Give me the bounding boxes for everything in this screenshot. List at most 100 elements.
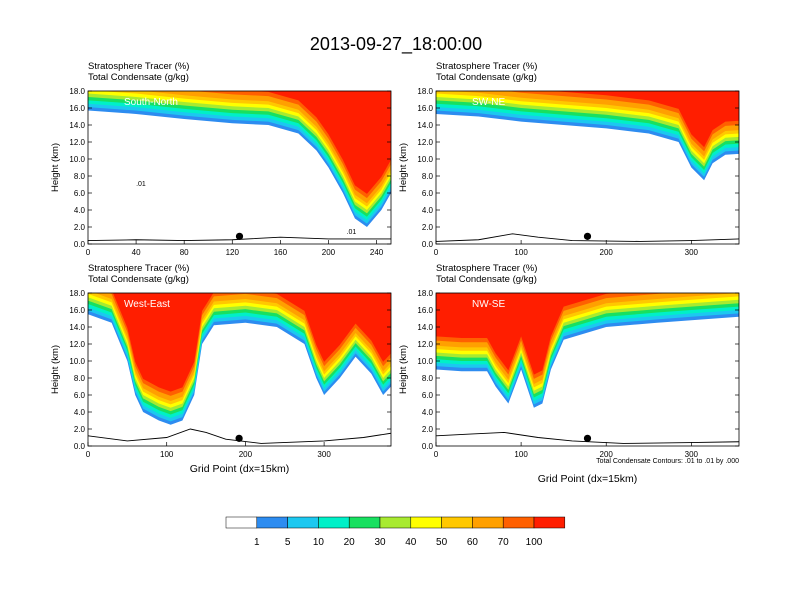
figure-title: 2013-09-27_18:00:00 bbox=[310, 34, 482, 55]
x-tick-label: 300 bbox=[685, 248, 699, 257]
colorbar-label: 30 bbox=[374, 537, 386, 548]
colorbar-label: 5 bbox=[285, 537, 291, 548]
y-tick-label: 4.0 bbox=[422, 408, 434, 417]
location-marker bbox=[235, 232, 244, 240]
y-tick-label: 10.0 bbox=[69, 357, 85, 366]
terrain-line bbox=[88, 428, 391, 444]
y-tick-label: 8.0 bbox=[74, 374, 86, 383]
panel-title-tracer: Stratosphere Tracer (%) bbox=[88, 263, 189, 274]
contour-footnote: Total Condensate Contours: .01 to .01 by… bbox=[596, 458, 739, 465]
panel-title-condensate: Total Condensate (g/kg) bbox=[436, 274, 537, 285]
colorbar-swatch bbox=[441, 516, 473, 529]
y-tick-label: 12.0 bbox=[417, 340, 433, 349]
y-axis-label: Height (km) bbox=[398, 143, 409, 192]
y-tick-label: 14.0 bbox=[69, 121, 85, 130]
x-tick-label: 160 bbox=[274, 248, 288, 257]
colorbar-label: 50 bbox=[436, 537, 448, 548]
x-tick-label: 200 bbox=[239, 450, 253, 459]
y-tick-label: 18.0 bbox=[417, 87, 433, 96]
panel-title-tracer: Stratosphere Tracer (%) bbox=[88, 61, 189, 72]
location-marker bbox=[583, 434, 592, 442]
x-tick-label: 0 bbox=[434, 450, 439, 459]
panel-nw-se: Stratosphere Tracer (%)Total Condensate … bbox=[398, 263, 740, 485]
panel-label: South-North bbox=[124, 97, 178, 108]
tracer-band-10 bbox=[88, 91, 391, 199]
tracer-band-100 bbox=[436, 91, 739, 148]
x-axis-label: Grid Point (dx=15km) bbox=[190, 463, 290, 475]
plot-frame bbox=[87, 292, 392, 447]
y-tick-label: 0.0 bbox=[422, 240, 434, 249]
terrain-line bbox=[436, 233, 739, 242]
y-tick-label: 4.0 bbox=[74, 408, 86, 417]
y-tick-label: 10.0 bbox=[417, 155, 433, 164]
location-marker bbox=[235, 434, 243, 442]
colorbar-swatch bbox=[287, 516, 319, 529]
y-tick-label: 2.0 bbox=[422, 223, 434, 232]
x-tick-label: 40 bbox=[132, 248, 141, 257]
colorbar-swatch bbox=[256, 516, 288, 529]
x-tick-label: 200 bbox=[600, 248, 614, 257]
colorbar-label: 60 bbox=[467, 537, 479, 548]
panel-west-east: Stratosphere Tracer (%)Total Condensate … bbox=[50, 263, 392, 475]
y-tick-label: 0.0 bbox=[422, 442, 434, 451]
colorbar-label: 1 bbox=[254, 537, 260, 548]
y-tick-label: 4.0 bbox=[74, 206, 86, 215]
y-tick-label: 18.0 bbox=[69, 289, 85, 298]
colorbar-swatch bbox=[533, 516, 566, 529]
panel-title-tracer: Stratosphere Tracer (%) bbox=[436, 61, 537, 72]
y-tick-label: 4.0 bbox=[422, 206, 434, 215]
y-axis-label: Height (km) bbox=[398, 345, 409, 394]
y-tick-label: 18.0 bbox=[417, 289, 433, 298]
y-tick-label: 14.0 bbox=[69, 323, 85, 332]
tracer-band-100 bbox=[88, 91, 391, 194]
plot-frame bbox=[435, 292, 740, 447]
contour-fill: .01 .01 bbox=[88, 91, 391, 244]
plot-frame bbox=[87, 90, 392, 245]
y-tick-label: 16.0 bbox=[417, 306, 433, 315]
x-tick-label: 0 bbox=[86, 248, 91, 257]
contour-fill bbox=[436, 91, 739, 244]
y-tick-label: 8.0 bbox=[74, 172, 86, 181]
contour-label: .01 bbox=[136, 181, 146, 188]
colorbar-label: 40 bbox=[405, 537, 417, 548]
x-axis-label: Grid Point (dx=15km) bbox=[538, 473, 638, 485]
colorbar-swatch bbox=[502, 516, 535, 529]
x-tick-label: 100 bbox=[160, 450, 174, 459]
colorbar-swatch bbox=[410, 516, 442, 529]
panel-label: West-East bbox=[124, 299, 170, 310]
panel-label: NW-SE bbox=[472, 299, 505, 310]
y-tick-label: 16.0 bbox=[69, 306, 85, 315]
colorbar-label: 100 bbox=[526, 537, 543, 548]
x-tick-label: 200 bbox=[322, 248, 336, 257]
panel-title-condensate: Total Condensate (g/kg) bbox=[88, 72, 189, 83]
panel-title-condensate: Total Condensate (g/kg) bbox=[88, 274, 189, 285]
y-tick-label: 10.0 bbox=[69, 155, 85, 164]
tracer-band-100 bbox=[88, 293, 391, 392]
colorbar-label: 10 bbox=[313, 537, 325, 548]
x-tick-label: 300 bbox=[685, 450, 699, 459]
contour-fill bbox=[436, 293, 739, 446]
y-tick-label: 8.0 bbox=[422, 172, 434, 181]
x-tick-label: 120 bbox=[226, 248, 240, 257]
colorbar-label: 70 bbox=[498, 537, 510, 548]
x-tick-label: 100 bbox=[514, 450, 528, 459]
panel-title-tracer: Stratosphere Tracer (%) bbox=[436, 263, 537, 274]
y-tick-label: 12.0 bbox=[69, 138, 85, 147]
tracer-band-100 bbox=[436, 293, 739, 375]
colorbar-swatch bbox=[318, 516, 350, 529]
colorbar-swatch bbox=[225, 516, 258, 529]
y-axis-label: Height (km) bbox=[50, 143, 61, 192]
colorbar-label: 20 bbox=[344, 537, 356, 548]
panel-south-north: Stratosphere Tracer (%)Total Condensate … bbox=[50, 61, 392, 257]
x-tick-label: 240 bbox=[370, 248, 384, 257]
y-tick-label: 16.0 bbox=[69, 104, 85, 113]
y-tick-label: 2.0 bbox=[74, 223, 86, 232]
y-tick-label: 8.0 bbox=[422, 374, 434, 383]
y-tick-label: 6.0 bbox=[422, 391, 434, 400]
plot-frame bbox=[435, 90, 740, 245]
colorbar-swatch bbox=[472, 516, 504, 529]
y-tick-label: 14.0 bbox=[417, 323, 433, 332]
y-tick-label: 6.0 bbox=[74, 189, 86, 198]
y-tick-label: 14.0 bbox=[417, 121, 433, 130]
